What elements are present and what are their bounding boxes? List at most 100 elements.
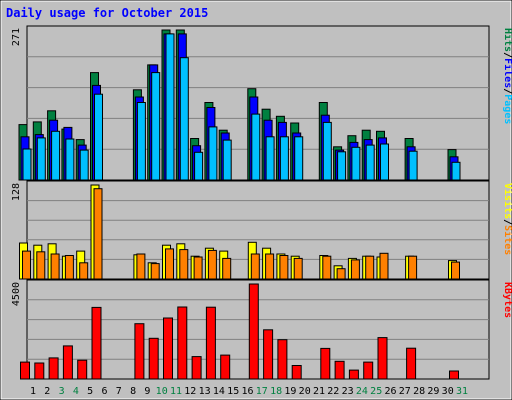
x-tick-label-day-23: 23 <box>342 386 354 397</box>
bar-pages-day-5 <box>79 149 89 181</box>
bar-pages-day-10 <box>151 72 161 181</box>
x-tick-label-day-30: 30 <box>442 386 454 397</box>
bar-sites-day-14 <box>207 249 217 280</box>
x-tick-label-day-7: 7 <box>116 386 122 397</box>
bar-kbytes-day-11 <box>163 317 173 380</box>
bar-pages-day-6 <box>94 93 103 181</box>
x-tick-label-day-8: 8 <box>130 386 136 397</box>
bar-pages-day-31 <box>451 161 461 181</box>
bar-sites-day-22 <box>322 255 332 280</box>
bar-kbytes-day-10 <box>148 337 159 380</box>
bar-sites-day-12 <box>179 249 189 280</box>
bar-pages-day-28 <box>408 150 418 181</box>
legend-entry: Pages <box>502 94 512 124</box>
bar-pages-day-2 <box>36 137 46 181</box>
bar-sites-day-28 <box>408 255 418 280</box>
bar-kbytes-day-18 <box>263 329 274 380</box>
x-tick-label-day-25: 25 <box>370 386 382 397</box>
bar-sites-day-24 <box>350 259 360 280</box>
bar-sites-day-31 <box>451 261 460 280</box>
x-tick-label-day-15: 15 <box>227 386 239 397</box>
bar-kbytes-day-22 <box>320 347 331 380</box>
legend-label-kbytes: KBytes <box>502 282 512 318</box>
x-tick-label-day-29: 29 <box>427 386 439 397</box>
bar-pages-day-25 <box>365 144 375 181</box>
bar-pages-day-11 <box>165 33 175 181</box>
x-tick-label-day-6: 6 <box>101 386 107 397</box>
bar-kbytes-day-5 <box>77 359 88 380</box>
bar-sites-day-18 <box>265 253 275 280</box>
bar-pages-day-23 <box>337 151 347 181</box>
bar-sites-day-19 <box>279 255 289 280</box>
legend-entry: / <box>502 88 512 94</box>
legend-label-hits-files-pages: Hits/Files/Pages <box>502 28 512 124</box>
x-tick-label-day-26: 26 <box>384 386 396 397</box>
bar-kbytes-day-14 <box>205 306 216 380</box>
x-tick-label-day-27: 27 <box>399 386 411 397</box>
x-tick-label-day-19: 19 <box>284 386 296 397</box>
bar-pages-day-13 <box>194 151 204 181</box>
bar-sites-day-11 <box>165 248 174 280</box>
legend-entry: Files <box>502 58 512 88</box>
bar-pages-day-17 <box>251 113 261 181</box>
bar-kbytes-day-13 <box>191 356 202 380</box>
bar-sites-day-10 <box>150 263 160 280</box>
legend-entry: KBytes <box>502 282 512 318</box>
bar-pages-day-4 <box>65 138 75 181</box>
bar-pages-day-24 <box>351 146 361 181</box>
bar-sites-day-1 <box>22 250 31 280</box>
bar-sites-day-3 <box>50 253 60 280</box>
bar-sites-day-6 <box>93 188 103 280</box>
bar-kbytes-day-19 <box>277 339 288 380</box>
bar-pages-day-3 <box>51 130 61 181</box>
legend-entry: Visits <box>502 183 512 219</box>
x-tick-label-day-24: 24 <box>356 386 368 397</box>
bar-pages-day-26 <box>380 143 389 181</box>
bar-sites-day-23 <box>336 268 346 280</box>
bar-kbytes-day-31 <box>449 370 459 380</box>
x-tick-label-day-20: 20 <box>299 386 311 397</box>
bar-kbytes-day-24 <box>348 369 359 380</box>
bar-kbytes-day-12 <box>177 306 188 380</box>
bar-pages-day-15 <box>222 139 232 181</box>
bar-kbytes-day-20 <box>291 365 302 380</box>
x-tick-label-day-3: 3 <box>59 386 65 397</box>
ymax-label-visits-sites: 128 <box>11 183 22 201</box>
bar-kbytes-day-25 <box>363 361 374 380</box>
x-tick-label-day-11: 11 <box>170 386 182 397</box>
bar-kbytes-day-9 <box>134 323 145 380</box>
bar-pages-day-18 <box>265 136 275 181</box>
ymax-label-kbytes: 4500 <box>11 282 22 306</box>
legend-entry: / <box>502 52 512 58</box>
bar-kbytes-day-3 <box>48 357 59 380</box>
bar-pages-day-14 <box>208 126 218 181</box>
x-tick-label-day-10: 10 <box>156 386 168 397</box>
bar-kbytes-day-6 <box>91 306 102 380</box>
bar-sites-day-13 <box>193 256 203 280</box>
legend-entry: Sites <box>502 225 512 255</box>
bar-sites-day-5 <box>79 262 89 280</box>
bar-kbytes-day-17 <box>248 283 259 380</box>
bar-sites-day-15 <box>222 257 232 280</box>
bar-kbytes-day-4 <box>62 345 73 380</box>
bar-kbytes-day-28 <box>406 347 417 380</box>
chart-title: Daily usage for October 2015 <box>6 6 208 20</box>
legend-label-visits-sites: Visits/Sites <box>502 183 512 255</box>
x-tick-label-day-12: 12 <box>184 386 196 397</box>
x-tick-label-day-17: 17 <box>256 386 268 397</box>
x-tick-label-day-14: 14 <box>213 386 225 397</box>
bar-pages-day-12 <box>179 57 189 181</box>
bar-sites-day-20 <box>293 257 303 280</box>
bar-sites-day-9 <box>136 253 146 280</box>
bar-sites-day-4 <box>64 255 74 280</box>
bar-sites-day-26 <box>379 252 389 280</box>
x-tick-label-day-1: 1 <box>30 386 36 397</box>
x-tick-label-day-4: 4 <box>73 386 79 397</box>
bar-pages-day-22 <box>322 121 332 181</box>
ymax-label-hits-files-pages: 271 <box>11 28 22 46</box>
x-tick-label-day-18: 18 <box>270 386 282 397</box>
bar-pages-day-1 <box>22 148 32 181</box>
bar-pages-day-19 <box>279 136 289 181</box>
